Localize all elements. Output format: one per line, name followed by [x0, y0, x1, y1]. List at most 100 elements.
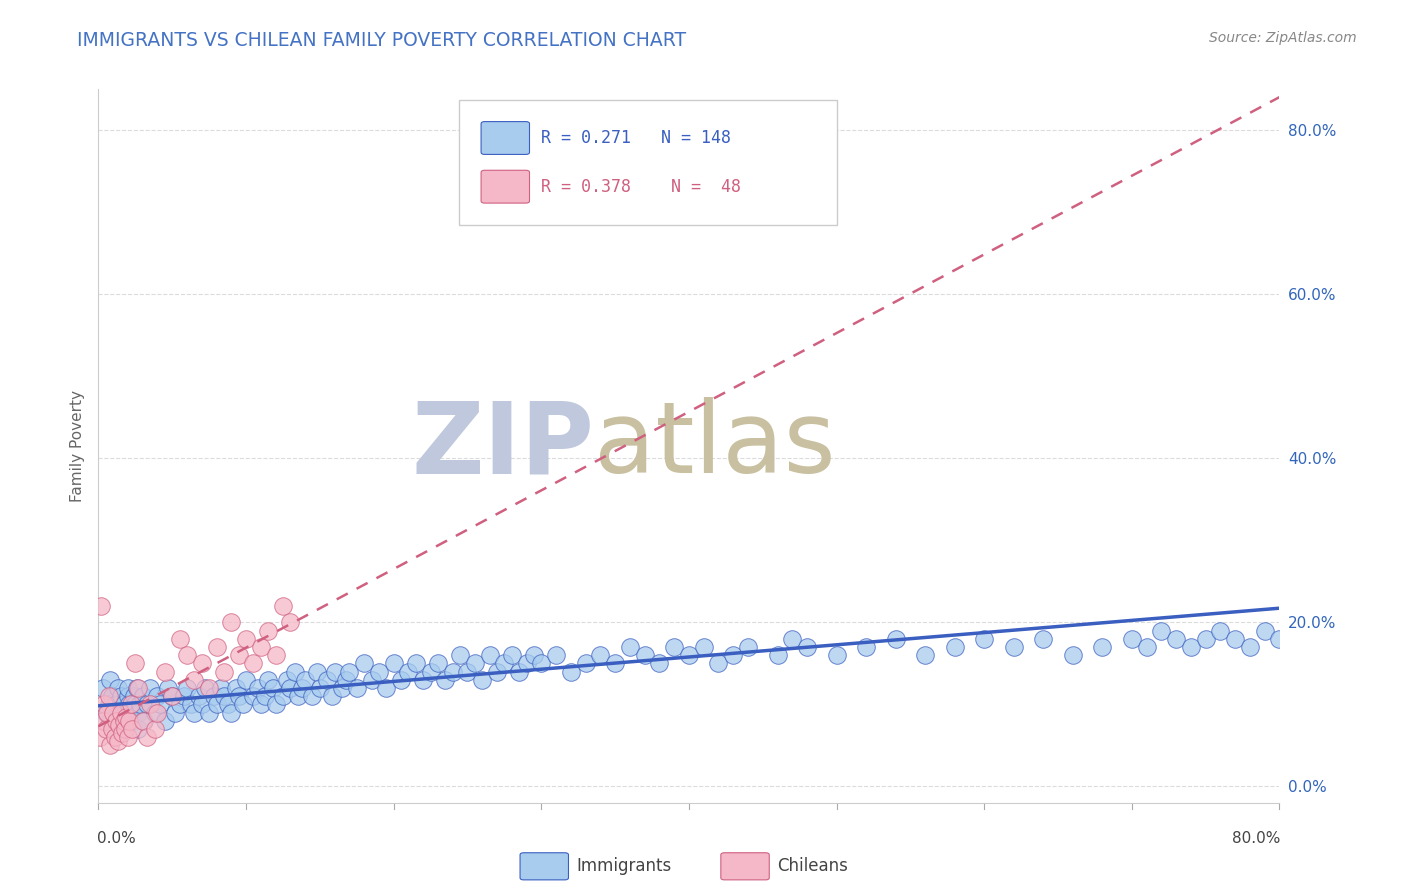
Point: [494, 657, 516, 671]
Point: [128, 698, 150, 712]
Point: [93, 698, 115, 712]
Point: [1002, 640, 1025, 654]
Point: [257, 624, 280, 638]
FancyBboxPatch shape: [481, 170, 530, 203]
Point: [120, 706, 142, 720]
Point: [449, 648, 471, 662]
Text: IMMIGRANTS VS CHILEAN FAMILY POVERTY CORRELATION CHART: IMMIGRANTS VS CHILEAN FAMILY POVERTY COR…: [77, 31, 686, 50]
Point: [112, 698, 135, 712]
Point: [103, 706, 125, 720]
Point: [122, 689, 145, 703]
Point: [301, 689, 323, 703]
Point: [434, 673, 457, 687]
Point: [169, 632, 191, 646]
Point: [183, 673, 205, 687]
Point: [127, 722, 149, 736]
Point: [187, 689, 209, 703]
Point: [693, 640, 716, 654]
Point: [205, 640, 228, 654]
Point: [165, 706, 187, 720]
Point: [132, 714, 155, 728]
Point: [153, 665, 176, 679]
Point: [914, 648, 936, 662]
Point: [198, 681, 221, 695]
Point: [280, 615, 302, 630]
Point: [121, 714, 143, 728]
Point: [471, 673, 494, 687]
Point: [205, 698, 228, 712]
Point: [110, 706, 132, 720]
Point: [96, 706, 118, 720]
Point: [91, 714, 114, 728]
Point: [634, 648, 657, 662]
Point: [105, 698, 128, 712]
Point: [98, 673, 121, 687]
Point: [153, 714, 176, 728]
Point: [114, 722, 136, 736]
Point: [183, 706, 205, 720]
Point: [264, 698, 287, 712]
Point: [523, 648, 546, 662]
Point: [127, 706, 149, 720]
Point: [501, 648, 523, 662]
Point: [97, 698, 120, 712]
Point: [855, 640, 877, 654]
Point: [309, 681, 332, 695]
Point: [276, 673, 298, 687]
Point: [664, 640, 686, 654]
Point: [191, 698, 214, 712]
Point: [221, 615, 243, 630]
Point: [107, 714, 129, 728]
Point: [516, 657, 538, 671]
Point: [115, 709, 138, 723]
Point: [1313, 624, 1336, 638]
Point: [546, 648, 568, 662]
Point: [782, 632, 804, 646]
Point: [125, 681, 148, 695]
Point: [389, 673, 412, 687]
Point: [149, 698, 172, 712]
Point: [796, 640, 818, 654]
Point: [212, 665, 235, 679]
Point: [176, 681, 198, 695]
Point: [115, 714, 138, 728]
Point: [100, 722, 122, 736]
Point: [1268, 632, 1291, 646]
Point: [146, 689, 169, 703]
Point: [111, 722, 134, 736]
Point: [97, 689, 120, 703]
Point: [678, 648, 700, 662]
Point: [107, 734, 129, 748]
Point: [291, 681, 314, 695]
Point: [419, 665, 441, 679]
Point: [766, 648, 789, 662]
Point: [250, 640, 273, 654]
Point: [139, 681, 162, 695]
Point: [232, 698, 254, 712]
Point: [1254, 624, 1277, 638]
Point: [118, 698, 141, 712]
Point: [121, 722, 143, 736]
Point: [605, 657, 627, 671]
Point: [104, 730, 127, 744]
Point: [225, 681, 247, 695]
Point: [884, 632, 907, 646]
Point: [117, 681, 139, 695]
Point: [173, 689, 195, 703]
Point: [217, 698, 239, 712]
Point: [110, 689, 132, 703]
Point: [264, 648, 287, 662]
Point: [146, 706, 169, 720]
Point: [162, 689, 183, 703]
Point: [136, 730, 159, 744]
Point: [335, 673, 357, 687]
Point: [103, 722, 125, 736]
Point: [108, 718, 131, 732]
Point: [180, 698, 202, 712]
Point: [412, 673, 434, 687]
Point: [198, 706, 221, 720]
Point: [98, 714, 121, 728]
Text: 80.0%: 80.0%: [1232, 831, 1281, 847]
Point: [508, 665, 530, 679]
Point: [89, 730, 111, 744]
